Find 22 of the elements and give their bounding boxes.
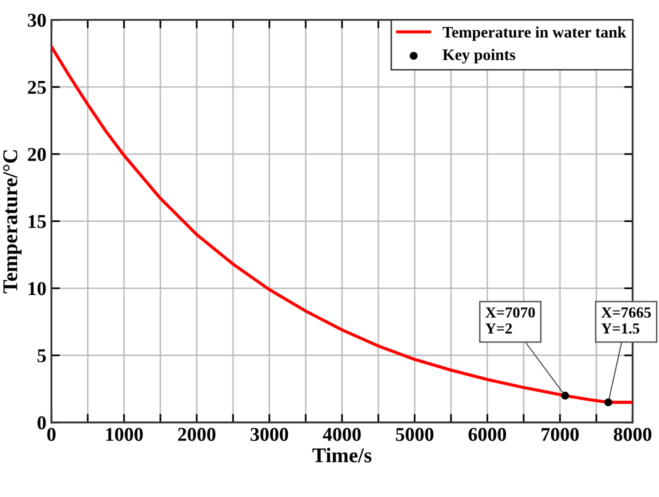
x-tick-label: 2000	[178, 428, 216, 441]
x-tick-label: 3000	[250, 428, 288, 441]
x-tick-label: 0	[47, 428, 56, 441]
y-tick-label: 30	[28, 14, 46, 27]
x-tick-label: 4000	[322, 428, 361, 441]
annotation: X=7665 Y=1.5	[601, 307, 651, 334]
x-axis-title: Time/s	[312, 448, 372, 462]
x-tick-label: 1000	[106, 428, 143, 441]
y-tick-label: 0	[38, 416, 46, 430]
y-tick-label: 5	[38, 349, 46, 362]
x-tick-label: 6000	[468, 428, 506, 441]
x-tick-label: 7000	[542, 428, 579, 441]
x-tick-label: 8000	[614, 428, 652, 441]
y-tick-label: 10	[28, 282, 46, 296]
y-tick-label: 20	[28, 148, 46, 162]
legend-label: Temperature in water tank	[442, 26, 626, 41]
legend-label: Key points	[442, 48, 516, 64]
y-axis-title: Temperature/°C	[3, 150, 22, 294]
y-tick-label: 15	[28, 215, 46, 228]
annotation: X=7070 Y=2	[485, 307, 535, 334]
x-tick-label: 5000	[396, 428, 434, 441]
y-tick-label: 25	[28, 80, 46, 94]
